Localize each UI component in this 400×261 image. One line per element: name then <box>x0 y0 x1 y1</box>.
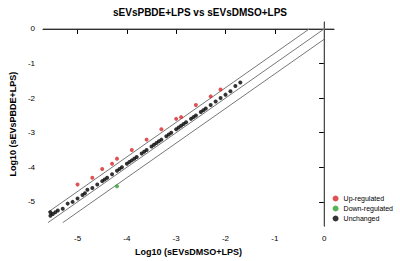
svg-text:-5: -5 <box>74 234 82 243</box>
svg-text:0: 0 <box>31 24 36 33</box>
svg-text:-5: -5 <box>28 197 36 206</box>
svg-text:-2: -2 <box>28 94 36 103</box>
svg-text:Up-regulated: Up-regulated <box>344 195 385 203</box>
svg-text:Log10 (sEVsDMSO+LPS): Log10 (sEVsDMSO+LPS) <box>135 247 242 257</box>
svg-text:-3: -3 <box>28 128 36 137</box>
svg-text:Unchanged: Unchanged <box>344 215 380 223</box>
svg-text:sEVsPBDE+LPS vs sEVsDMSO+LPS: sEVsPBDE+LPS vs sEVsDMSO+LPS <box>113 7 287 18</box>
svg-text:-2: -2 <box>222 234 230 243</box>
svg-text:-1: -1 <box>28 59 36 68</box>
svg-text:-3: -3 <box>173 234 181 243</box>
svg-text:Log10 (sEVsPBDE+LPS): Log10 (sEVsPBDE+LPS) <box>8 72 18 177</box>
svg-text:-1: -1 <box>271 234 279 243</box>
svg-text:-4: -4 <box>123 234 131 243</box>
svg-text:-4: -4 <box>28 163 36 172</box>
svg-text:0: 0 <box>322 234 327 243</box>
svg-text:Down-regulated: Down-regulated <box>344 205 394 213</box>
